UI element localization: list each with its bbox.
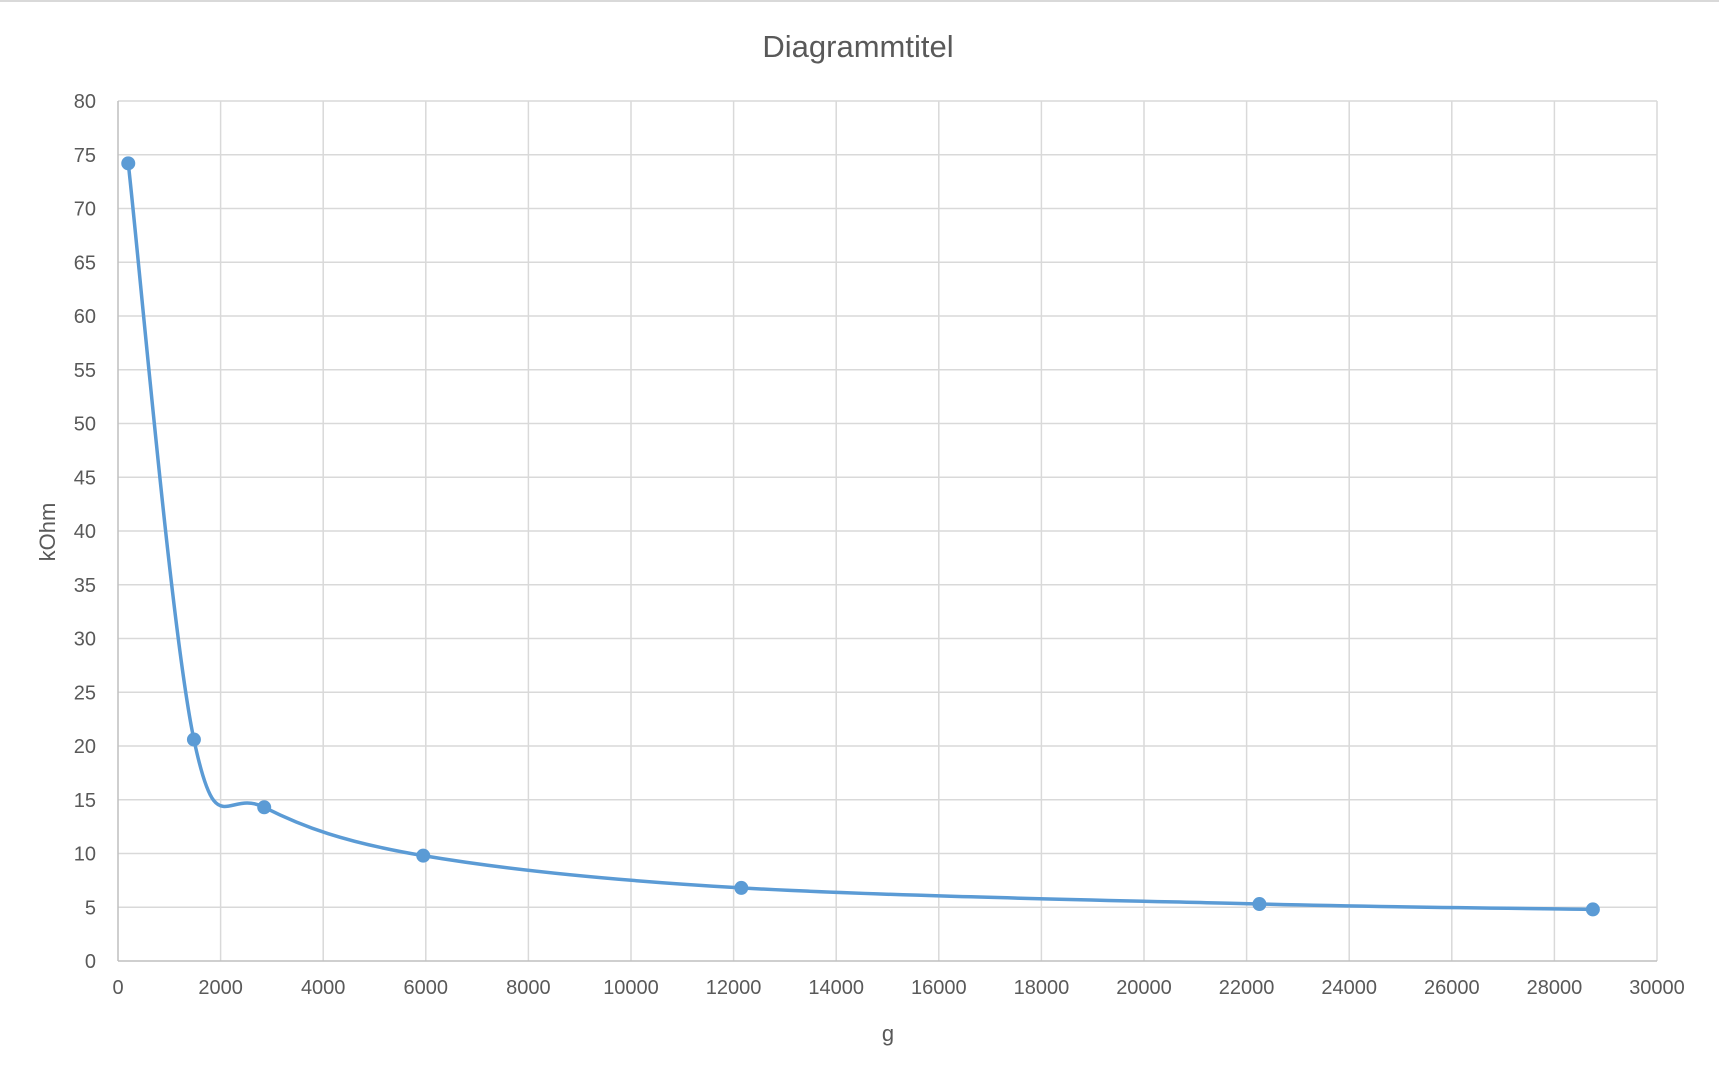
x-tick-label: 24000 [1321,977,1377,999]
x-tick-label: 2000 [198,977,243,999]
x-tick-labels: 0 2000 4000 6000 8000 10000 12000 14000 16000 180… [112,977,1684,999]
x-tick-label: 6000 [404,977,449,999]
x-tick-label: 22000 [1219,977,1275,999]
x-tick-label: 20000 [1116,977,1172,999]
x-tick-label: 14000 [808,977,864,999]
data-point [734,880,749,895]
x-tick-label: 10000 [603,977,659,999]
y-tick-label: 80 [74,91,96,113]
x-tick-label: 16000 [911,977,967,999]
y-tick-label: 70 [74,199,96,221]
data-point [1252,897,1267,912]
grid-layer [118,100,1658,961]
x-tick-label: 8000 [506,977,551,999]
y-tick-label: 15 [74,790,96,812]
data-point [257,800,272,815]
y-tick-label: 45 [74,467,96,489]
y-tick-label: 60 [74,306,96,328]
series-line [126,161,1595,912]
data-point [1585,902,1600,917]
series-layer [121,156,1600,917]
chart-top-border [0,0,1719,2]
y-tick-labels: 0 5 10 15 20 25 30 35 40 45 50 55 60 65 70 75 80 [74,91,96,973]
y-axis-label: kOhm [35,503,60,562]
x-tick-label: 26000 [1424,977,1480,999]
y-tick-label: 75 [74,145,96,167]
y-tick-label: 25 [74,682,96,704]
chart-title: Diagrammtitel [762,29,953,64]
y-tick-label: 30 [74,629,96,651]
y-tick-label: 5 [85,897,96,919]
y-tick-label: 35 [74,575,96,597]
y-tick-label: 0 [85,951,96,973]
x-tick-label: 30000 [1629,977,1685,999]
x-tick-label: 18000 [1014,977,1070,999]
x-tick-label: 4000 [301,977,346,999]
x-tick-label: 12000 [706,977,762,999]
x-tick-label: 0 [112,977,123,999]
y-tick-label: 50 [74,414,96,436]
axis-layer [117,101,1657,962]
y-tick-label: 10 [74,844,96,866]
y-tick-label: 55 [74,360,96,382]
data-point [416,848,431,863]
x-axis-label: g [882,1021,894,1046]
data-point [121,156,136,171]
x-tick-label: 28000 [1527,977,1583,999]
y-tick-label: 20 [74,736,96,758]
y-tick-label: 65 [74,252,96,274]
y-tick-label: 40 [74,521,96,543]
data-point [186,732,201,747]
